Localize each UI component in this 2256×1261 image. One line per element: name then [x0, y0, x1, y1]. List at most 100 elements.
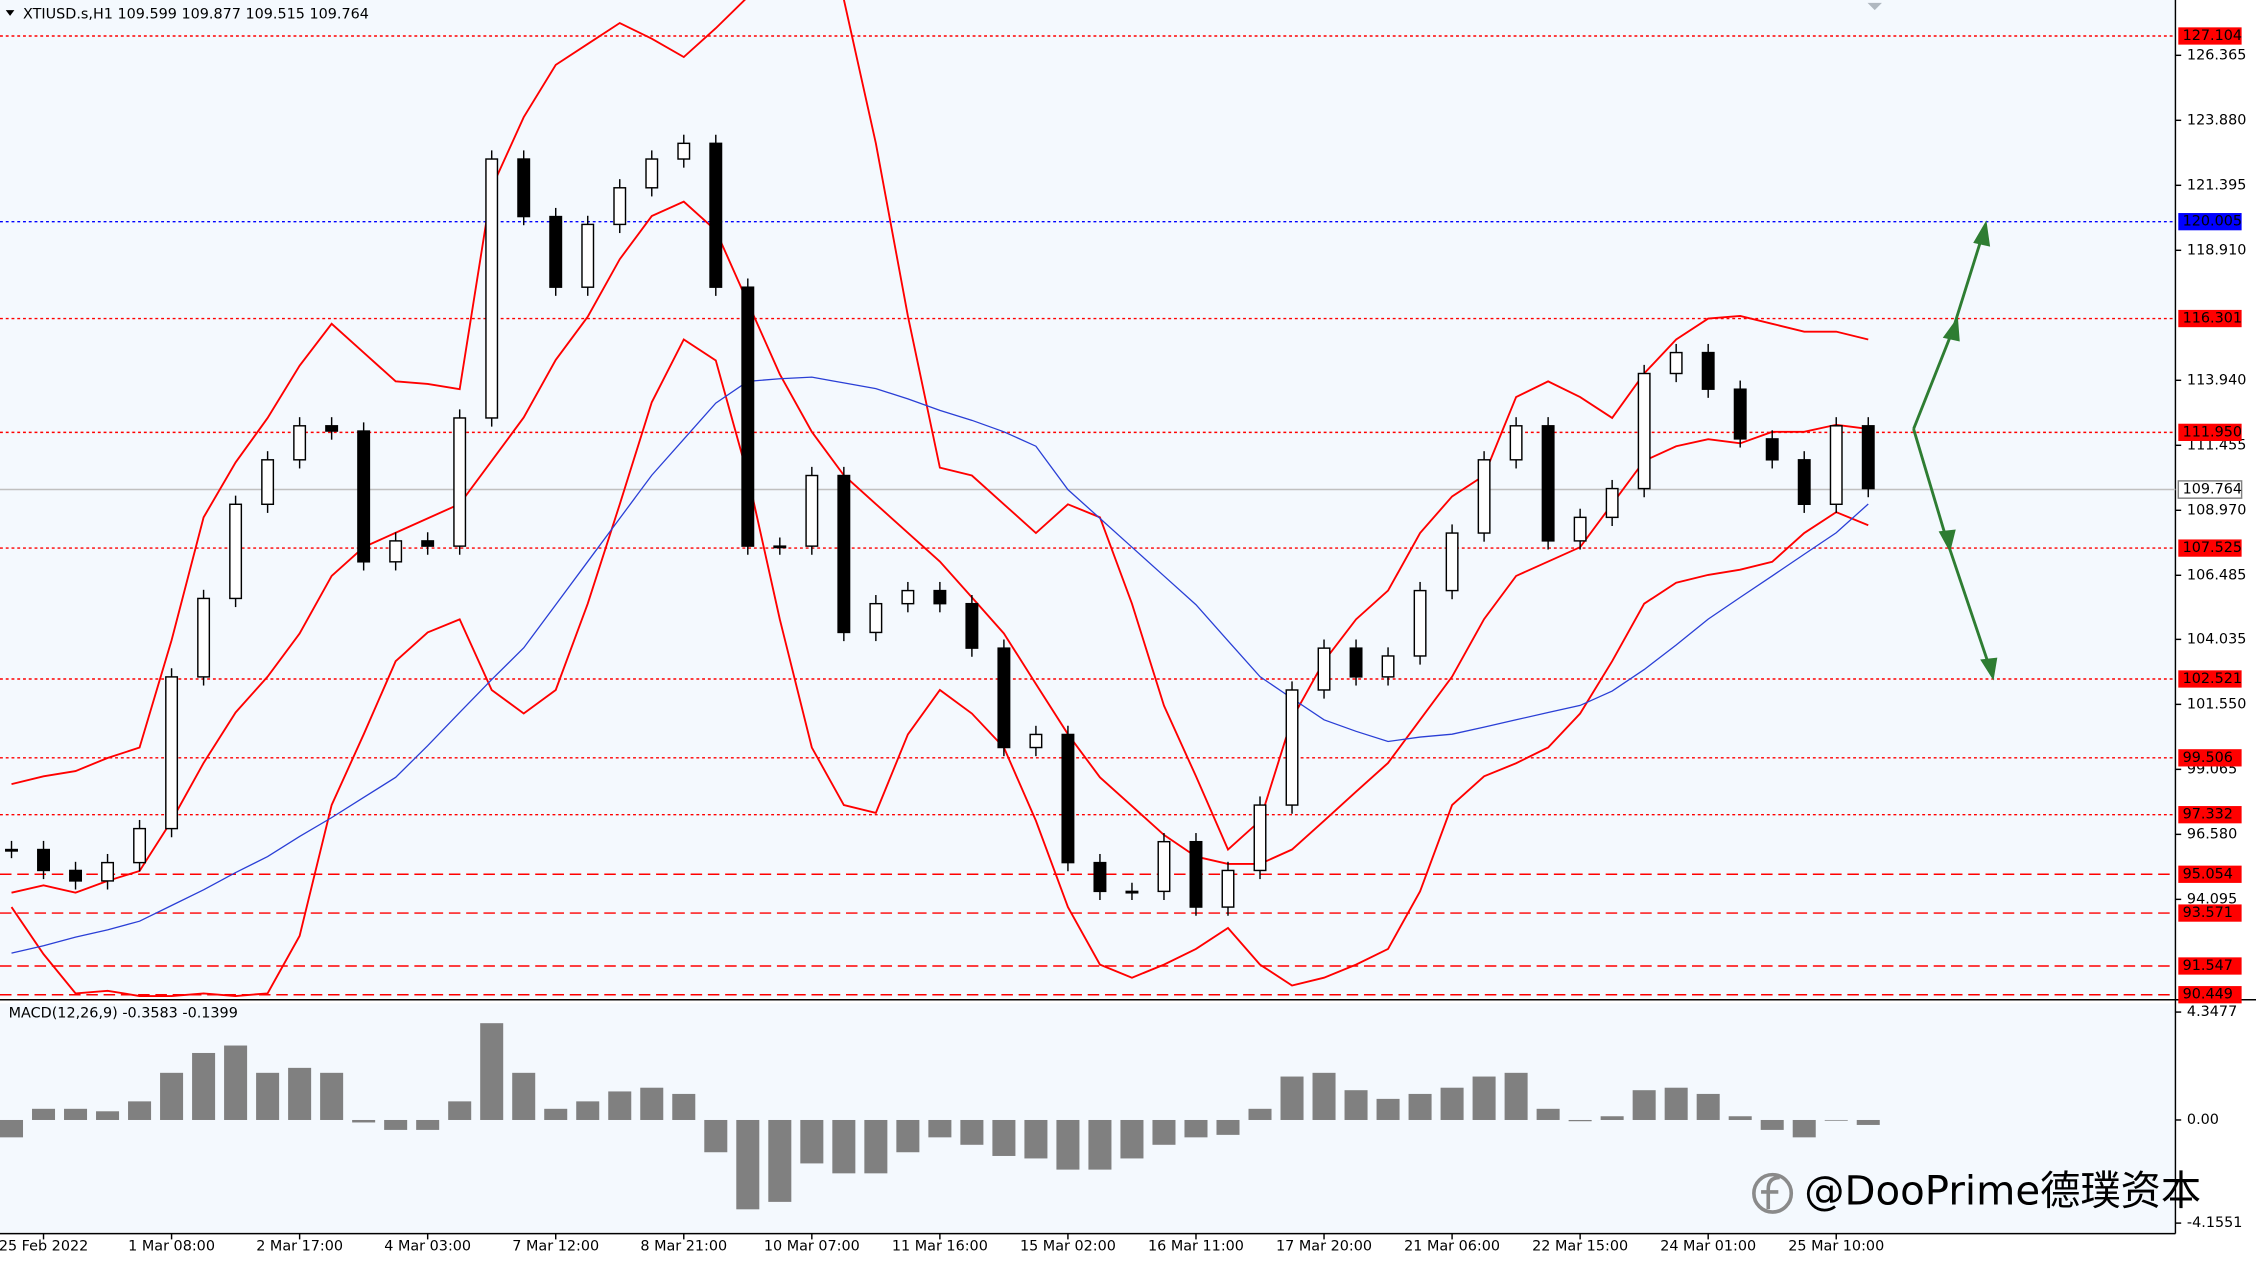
macd-bar — [832, 1119, 856, 1174]
x-tick-label: 10 Mar 07:00 — [764, 1239, 860, 1255]
level-label-box — [2178, 904, 2242, 922]
x-tick-label: 24 Mar 01:00 — [1660, 1239, 1756, 1255]
macd-bar — [1408, 1093, 1432, 1120]
y-tick-label: 121.395 — [2187, 177, 2246, 193]
candle — [1637, 372, 1651, 490]
macd-bar — [928, 1119, 952, 1138]
macd-bar — [1632, 1090, 1656, 1120]
candle — [1029, 733, 1043, 749]
menu-triangle[interactable] — [5, 10, 15, 16]
macd-bar — [1056, 1119, 1080, 1170]
macd-bar — [352, 1119, 376, 1123]
price-panel — [0, 0, 2176, 998]
macd-bar — [1184, 1119, 1208, 1138]
level-label-box — [2178, 423, 2242, 441]
macd-bar — [160, 1072, 184, 1120]
candle — [1125, 890, 1139, 894]
level-label-box — [2178, 670, 2242, 688]
chart-title: XTIUSD.s,H1 109.599 109.877 109.515 109.… — [23, 6, 369, 22]
candle — [1797, 459, 1811, 505]
macd-bar — [1760, 1119, 1784, 1130]
x-tick-label: 15 Mar 02:00 — [1020, 1239, 1116, 1255]
level-label: 107.525 — [2183, 540, 2242, 556]
macd-title: MACD(12,26,9) -0.3583 -0.1399 — [9, 1005, 238, 1021]
macd-bar — [480, 1023, 504, 1120]
candle — [37, 848, 50, 872]
candle — [1189, 840, 1203, 908]
level-label-box — [2178, 27, 2242, 45]
y-tick-label: 118.910 — [2187, 242, 2246, 258]
indicator-line — [10, 338, 1869, 997]
candle — [517, 158, 531, 218]
macd-bar — [224, 1045, 248, 1120]
level-label: 109.764 — [2183, 482, 2242, 498]
macd-bar — [800, 1119, 824, 1164]
candle — [997, 647, 1011, 749]
macd-bar — [1216, 1119, 1240, 1135]
y-tick-label: 123.880 — [2187, 112, 2246, 128]
candle — [1605, 487, 1619, 519]
level-label: 120.005 — [2183, 214, 2242, 230]
candle — [1445, 532, 1459, 592]
candle — [261, 459, 275, 505]
watermark-icon — [1752, 1172, 1794, 1214]
y-tick-label: 106.485 — [2187, 567, 2246, 583]
candle — [869, 602, 883, 634]
level-label: 111.950 — [2183, 424, 2242, 440]
macd-bar — [1856, 1119, 1880, 1125]
macd-bar — [1088, 1119, 1112, 1170]
candle — [1413, 589, 1427, 657]
macd-bar — [64, 1108, 88, 1120]
macd-bar — [1568, 1119, 1592, 1122]
macd-bar — [544, 1108, 568, 1120]
candle — [677, 142, 691, 160]
macd-bar — [1120, 1119, 1144, 1159]
macd-bar — [1344, 1090, 1368, 1120]
level-label: 93.571 — [2183, 905, 2233, 921]
candle — [165, 676, 179, 830]
x-tick-label: 7 Mar 12:00 — [512, 1239, 599, 1255]
level-label: 97.332 — [2183, 807, 2233, 823]
candle — [613, 187, 627, 226]
candle — [549, 215, 563, 288]
level-label: 95.054 — [2183, 866, 2233, 882]
macd-bar — [1696, 1093, 1720, 1120]
level-label-box — [2177, 480, 2243, 499]
indicator-line — [11, 0, 1869, 852]
y-tick-label: 96.580 — [2187, 826, 2237, 842]
candle — [421, 540, 435, 547]
macd-bar — [1024, 1119, 1048, 1159]
level-label: 127.104 — [2183, 28, 2242, 44]
candle — [1733, 388, 1747, 440]
candle — [1317, 647, 1331, 691]
indicator-line — [11, 200, 1869, 894]
x-tick-label: 11 Mar 16:00 — [892, 1239, 988, 1255]
macd-bar — [768, 1119, 792, 1202]
candle — [1765, 438, 1779, 461]
candle — [101, 861, 115, 882]
watermark: @DooPrime德璞资本 — [1804, 1167, 2201, 1214]
y-tick-label: -4.1551 — [2187, 1215, 2242, 1231]
candle — [69, 869, 83, 882]
macd-bar — [1824, 1119, 1848, 1121]
macd-bar — [1728, 1116, 1752, 1120]
y-tick-label: 0.00 — [2187, 1112, 2219, 1128]
candle — [901, 589, 915, 605]
macd-bar — [736, 1119, 760, 1210]
x-tick-label: 4 Mar 03:00 — [384, 1239, 471, 1255]
candle — [773, 545, 787, 549]
macd-bar — [1504, 1072, 1528, 1120]
macd-bar — [0, 1119, 24, 1138]
macd-bar — [1376, 1098, 1400, 1120]
candle — [1285, 689, 1299, 806]
indicator-line — [11, 376, 1869, 954]
macd-bar — [1536, 1108, 1560, 1120]
macd-bar — [1312, 1072, 1336, 1120]
candle — [1861, 425, 1875, 490]
candle — [1253, 804, 1267, 872]
macd-panel — [0, 1003, 2176, 1234]
level-label: 91.547 — [2183, 958, 2233, 974]
level-label-box — [2178, 213, 2242, 231]
